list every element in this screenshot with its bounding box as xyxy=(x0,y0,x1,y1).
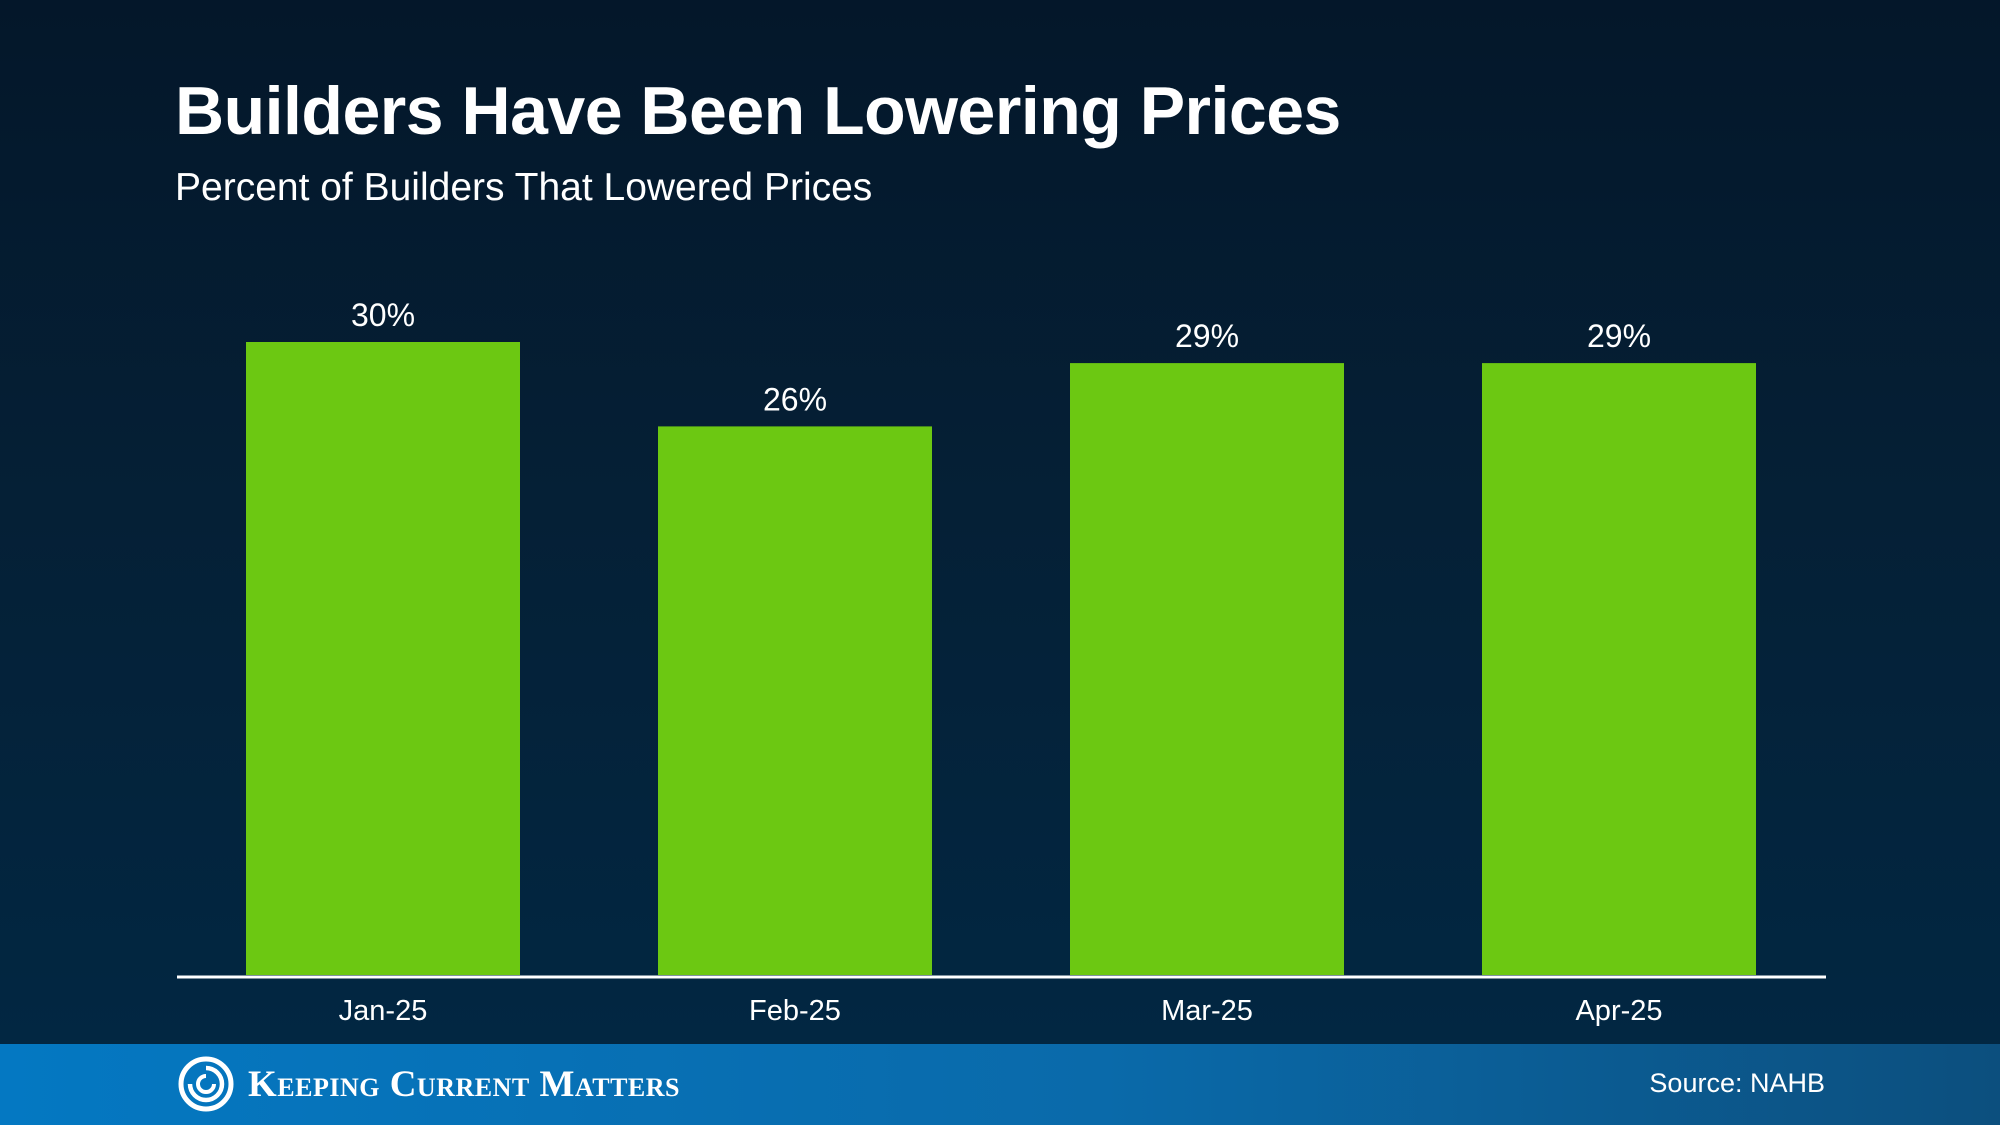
swirl-logo-icon xyxy=(178,1056,234,1112)
bar-mar-25 xyxy=(1070,363,1344,976)
category-label-mar-25: Mar-25 xyxy=(1161,995,1253,1027)
bar-feb-25 xyxy=(658,426,932,975)
chart-subtitle: Percent of Builders That Lowered Prices xyxy=(175,166,873,209)
footer-bar: Keeping Current Matters Source: NAHB xyxy=(0,1044,2000,1125)
bar-apr-25 xyxy=(1482,363,1756,976)
bar-jan-25 xyxy=(246,342,520,975)
category-label-feb-25: Feb-25 xyxy=(749,995,841,1027)
chart-title: Builders Have Been Lowering Prices xyxy=(175,73,1341,149)
category-labels-group: Jan-25 Feb-25 Mar-25 Apr-25 xyxy=(339,995,1663,1027)
category-label-jan-25: Jan-25 xyxy=(339,995,428,1027)
brand-logo: Keeping Current Matters xyxy=(178,1056,680,1112)
value-label-mar-25: 29% xyxy=(1175,318,1239,354)
brand-name: Keeping Current Matters xyxy=(248,1063,681,1105)
value-label-feb-25: 26% xyxy=(763,381,827,417)
value-label-jan-25: 30% xyxy=(351,297,415,333)
source-note: Source: NAHB xyxy=(1649,1068,1825,1098)
bars-group xyxy=(246,342,1756,976)
category-label-apr-25: Apr-25 xyxy=(1575,995,1662,1027)
value-labels-group: 30% 26% 29% 29% xyxy=(351,297,1651,417)
value-label-apr-25: 29% xyxy=(1587,318,1651,354)
